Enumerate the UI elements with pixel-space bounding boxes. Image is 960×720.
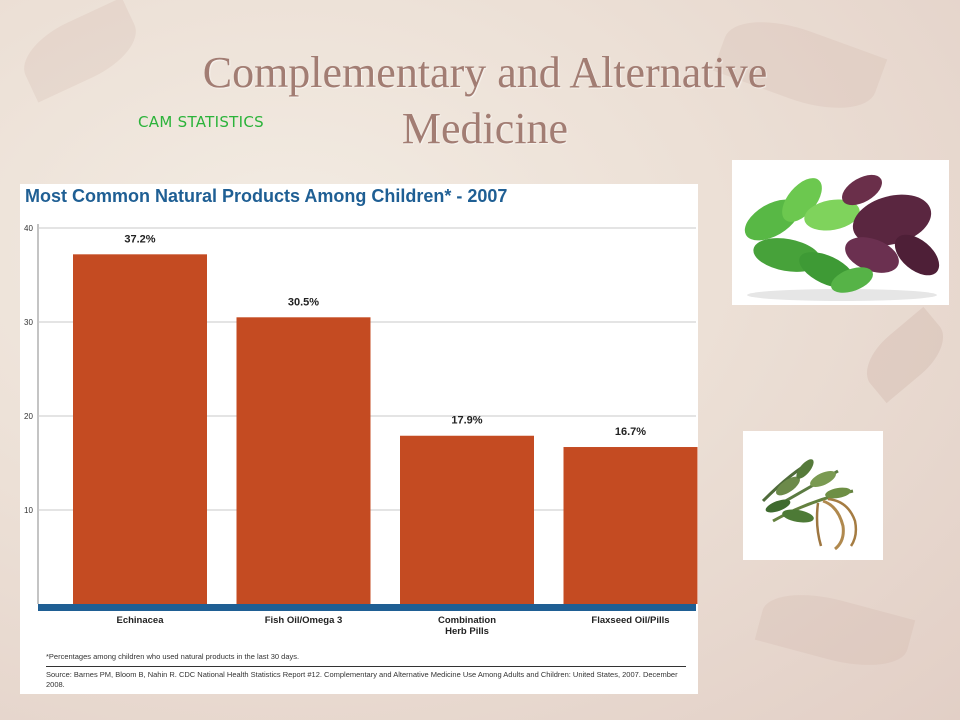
y-tick-label: 20 [24, 412, 33, 421]
background-leaf [12, 0, 148, 103]
bar-chart: 10 20 30 40 37.2% Echinacea 30.5% Fish Oil/Omeg… [24, 224, 698, 637]
y-tick-label: 10 [24, 506, 33, 515]
chart-footnote: *Percentages among children who used nat… [46, 652, 300, 661]
chart-title: Most Common Natural Products Among Child… [25, 186, 508, 206]
basil-leaves-icon [744, 174, 940, 301]
y-tick-label: 30 [24, 318, 33, 327]
bar [73, 254, 207, 604]
category-label: Combination [438, 615, 496, 626]
basil-herbs-image [732, 160, 949, 305]
bar-value-label: 16.7% [615, 426, 646, 438]
bar-value-label: 17.9% [451, 415, 482, 427]
herb-bundle-image [743, 431, 883, 560]
slide-title: Complementary and Alternative Medicine [202, 48, 768, 153]
category-label: Fish Oil/Omega 3 [265, 615, 343, 626]
bar-value-label: 30.5% [288, 296, 319, 308]
x-axis-baseline [38, 604, 696, 611]
slide-subtitle: CAM STATISTICS [138, 113, 264, 131]
y-tick-label: 40 [24, 224, 33, 233]
background-leaf [754, 581, 916, 679]
chart-panel: Most Common Natural Products Among Child… [20, 184, 698, 694]
herb-bundle-icon [761, 459, 858, 551]
category-label: Flaxseed Oil/Pills [591, 615, 669, 626]
bar [236, 317, 371, 604]
bar-value-label: 37.2% [124, 233, 155, 245]
category-label: Herb Pills [445, 626, 489, 637]
bar [400, 435, 534, 604]
background-leaf [854, 306, 956, 404]
category-label: Echinacea [117, 615, 165, 626]
chart-source: Source: Barnes PM, Bloom B, Nahin R. CDC… [46, 670, 678, 689]
bar [563, 447, 698, 604]
footnote-divider [46, 666, 686, 667]
